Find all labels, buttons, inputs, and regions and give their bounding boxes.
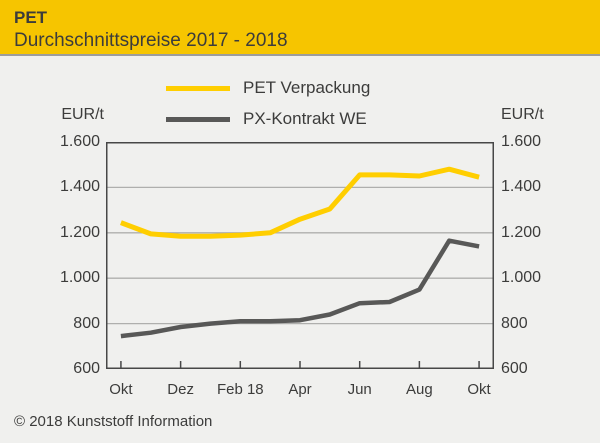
y-tick-label-right-1.000: 1.000 bbox=[501, 269, 542, 287]
y-tick-label-left-1.200: 1.200 bbox=[59, 223, 100, 241]
series-line-pet-verpackung bbox=[120, 166, 480, 239]
y-tick-label-left-800: 800 bbox=[73, 314, 100, 332]
y-tick-label-right-800: 800 bbox=[501, 314, 528, 332]
header: PET Durchschnittspreise 2017 - 2018 bbox=[0, 0, 600, 56]
legend-item-px-kontrakt: PX-Kontrakt WE bbox=[166, 108, 370, 130]
y-tick-label-left-1.600: 1.600 bbox=[59, 133, 100, 150]
legend-label: PET Verpackung bbox=[243, 78, 371, 97]
x-tick-label-Feb-18: Feb 18 bbox=[216, 381, 264, 398]
y-tick-label-right-1.400: 1.400 bbox=[501, 178, 542, 196]
plot-border bbox=[106, 142, 494, 369]
line-chart-plot-area bbox=[106, 142, 494, 369]
y-tick-label-right-1.600: 1.600 bbox=[501, 133, 542, 150]
x-tick-label-Okt: Okt bbox=[467, 381, 491, 398]
legend: PET Verpackung PX-Kontrakt WE bbox=[166, 77, 370, 139]
legend-line-gray-icon bbox=[166, 116, 230, 122]
y-tick-label-left-1.400: 1.400 bbox=[59, 178, 100, 196]
legend-item-pet-verpackung: PET Verpackung bbox=[166, 77, 370, 99]
x-tick-label-Aug: Aug bbox=[406, 381, 433, 398]
x-tick-label-Okt: Okt bbox=[109, 381, 133, 398]
y-axis-unit-right: EUR/t bbox=[501, 106, 544, 123]
x-tick-label-Dez: Dez bbox=[167, 381, 194, 398]
legend-line-yellow-icon bbox=[166, 85, 230, 91]
y-tick-label-right-600: 600 bbox=[501, 360, 528, 377]
copyright-text: © 2018 Kunststoff Information bbox=[14, 413, 213, 430]
series-line-px-kontrakt-we bbox=[120, 238, 480, 339]
page-title: PET bbox=[14, 8, 48, 27]
y-tick-label-right-1.200: 1.200 bbox=[501, 223, 542, 241]
legend-label: PX-Kontrakt WE bbox=[243, 109, 367, 128]
y-tick-label-left-1.000: 1.000 bbox=[59, 269, 100, 287]
x-tick-label-Apr: Apr bbox=[288, 381, 312, 398]
x-tick-label-Jun: Jun bbox=[347, 381, 372, 398]
page-subtitle: Durchschnittspreise 2017 - 2018 bbox=[14, 30, 288, 51]
y-tick-label-left-600: 600 bbox=[73, 360, 100, 377]
y-axis-unit-left: EUR/t bbox=[61, 106, 104, 123]
